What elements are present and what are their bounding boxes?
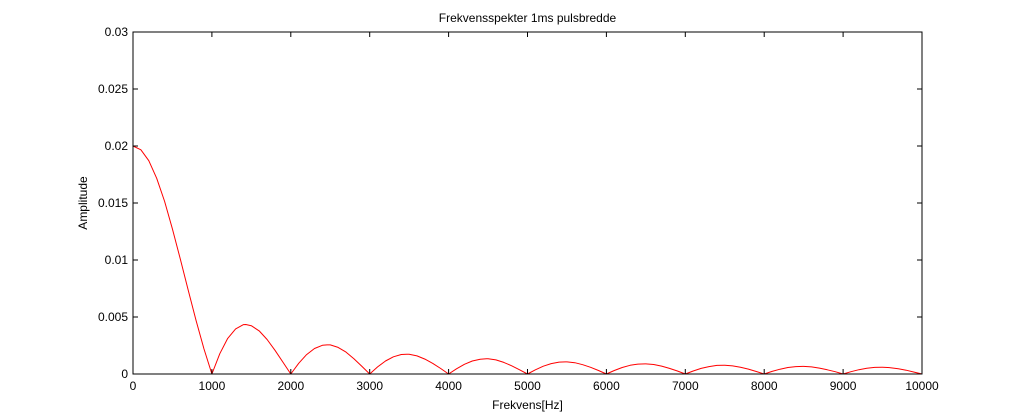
plot-area [133, 32, 922, 374]
y-axis-ticks: 0 0.005 0.01 0.015 0.02 0.025 0.03 [98, 25, 922, 381]
y-tick-label: 0.01 [105, 253, 129, 267]
x-tick-label: 10000 [905, 379, 939, 393]
series-layer [132, 145, 923, 375]
x-tick-label: 6000 [593, 379, 620, 393]
x-tick-label: 2000 [277, 379, 304, 393]
y-axis-label: Amplitude [76, 176, 90, 230]
y-tick-label: 0.02 [105, 139, 129, 153]
x-tick-label: 4000 [435, 379, 462, 393]
x-tick-label: 3000 [356, 379, 383, 393]
y-tick-label: 0.03 [105, 25, 129, 39]
y-tick-label: 0 [121, 367, 128, 381]
x-tick-label: 5000 [514, 379, 541, 393]
chart-title: Frekvensspekter 1ms pulsbredde [439, 11, 617, 25]
x-axis-label: Frekvens[Hz] [492, 398, 563, 412]
y-tick-label: 0.005 [98, 310, 128, 324]
x-tick-label: 8000 [751, 379, 778, 393]
x-axis-ticks: 0 1000 2000 3000 4000 5000 6000 7000 8000 9000 100… [130, 32, 939, 393]
y-tick-label: 0.015 [98, 196, 128, 210]
series-line-0 [132, 145, 923, 375]
y-tick-label: 0.025 [98, 82, 128, 96]
x-tick-label: 0 [130, 379, 137, 393]
x-tick-label: 9000 [830, 379, 857, 393]
x-tick-label: 7000 [672, 379, 699, 393]
x-tick-label: 1000 [199, 379, 226, 393]
